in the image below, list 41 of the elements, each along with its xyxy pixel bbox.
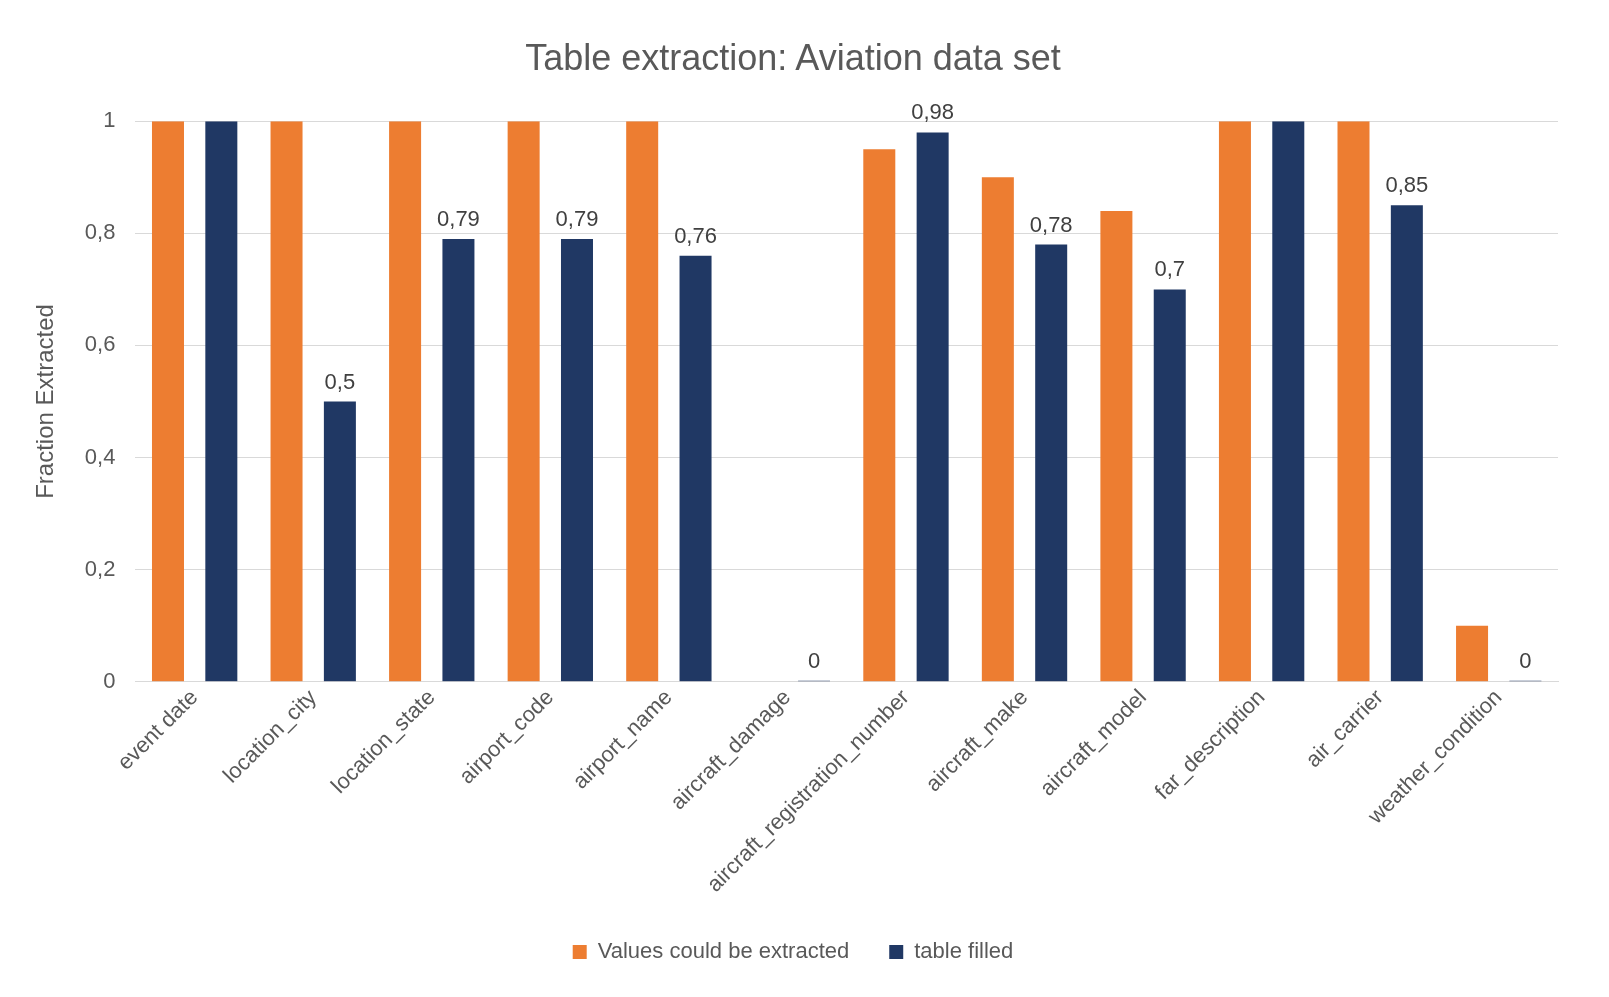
bar — [389, 121, 422, 682]
data-label: 0,76 — [674, 222, 717, 248]
data-label: 0,5 — [324, 368, 356, 394]
bar — [1100, 210, 1133, 682]
bar — [1035, 244, 1068, 682]
legend-label: table filled — [914, 938, 1014, 964]
bar — [507, 121, 540, 682]
bar — [1218, 121, 1251, 682]
bar — [205, 121, 238, 682]
y-tick-label: 1 — [103, 107, 116, 133]
data-label: 0,98 — [911, 99, 955, 125]
bar — [626, 121, 659, 682]
y-tick-label: 0,2 — [84, 555, 116, 581]
bar — [1456, 625, 1489, 682]
bar — [679, 255, 712, 682]
bar — [323, 401, 356, 682]
y-tick-label: 0 — [103, 667, 116, 693]
bar — [863, 149, 896, 682]
y-tick-label: 0,6 — [84, 331, 116, 357]
bar — [151, 121, 184, 682]
bar — [270, 121, 303, 682]
legend-label: Values could be extracted — [597, 938, 850, 964]
y-tick-label: 0,8 — [84, 219, 116, 245]
data-label: 0,85 — [1385, 172, 1429, 198]
y-tick-label: 0,4 — [84, 443, 116, 469]
bar — [981, 177, 1014, 682]
data-label: 0,79 — [437, 205, 480, 231]
bar — [1337, 121, 1370, 682]
bar — [916, 132, 949, 682]
data-label: 0,79 — [555, 205, 599, 231]
data-label: 0 — [807, 647, 821, 673]
bar — [1390, 205, 1423, 682]
bar — [1272, 121, 1305, 682]
bar — [560, 238, 593, 682]
bar — [442, 238, 475, 682]
data-label: 0 — [1519, 647, 1532, 673]
data-label: 0,78 — [1029, 211, 1073, 237]
data-label: 0,7 — [1154, 256, 1186, 282]
bar — [1153, 289, 1186, 682]
y-axis-title: Fraction Extracted — [31, 304, 59, 499]
chart-title: Table extraction: Aviation data set — [525, 36, 1061, 78]
